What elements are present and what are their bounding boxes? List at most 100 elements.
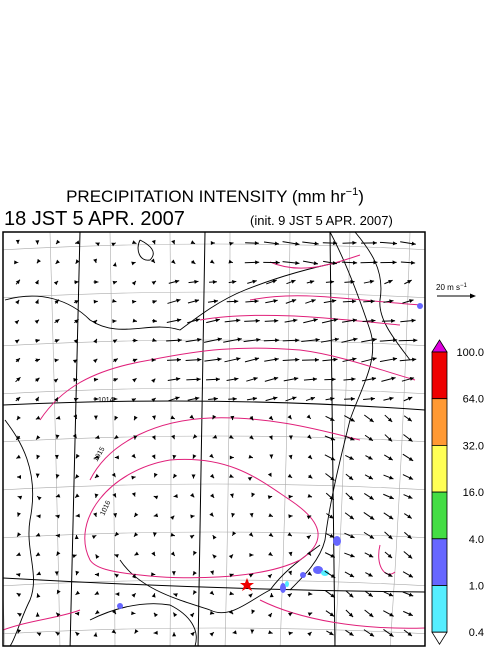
wind-arrow (306, 551, 312, 556)
wind-arrow (17, 628, 22, 634)
wind-arrow-head (249, 553, 254, 558)
wind-arrow (14, 260, 19, 265)
wind-arrow-head (151, 398, 156, 403)
wind-arrow (322, 241, 338, 246)
wind-arrow-head (330, 456, 336, 461)
wind-arrow-head (408, 612, 413, 616)
wind-arrow-head (15, 358, 20, 363)
wind-arrow-head (191, 259, 196, 264)
wind-arrow (402, 591, 414, 597)
wind-arrow (94, 572, 100, 577)
wind-legend-label: 20 m s−1 (436, 283, 468, 292)
isobar-label: 1014 (98, 397, 114, 404)
wind-arrow-head (55, 319, 60, 324)
wind-arrow (15, 239, 20, 244)
wind-arrow (305, 299, 316, 304)
wind-arrow (112, 358, 119, 363)
wind-arrow-head (35, 612, 40, 617)
isobar (39, 347, 416, 421)
wind-arrow (229, 591, 234, 596)
wind-arrow (209, 631, 215, 637)
wind-arrow (112, 339, 118, 344)
wind-arrow (324, 454, 336, 461)
wind-arrow-head (190, 514, 195, 519)
grid-line (279, 232, 291, 646)
wind-arrow (209, 512, 214, 517)
wind-arrow (287, 593, 293, 598)
wind-arrow-head (171, 434, 175, 440)
wind-arrow-head (171, 571, 176, 576)
wind-arrow (191, 474, 196, 479)
wind-arrow-head (151, 239, 156, 245)
wind-arrow (226, 377, 239, 382)
wind-arrow-head (333, 357, 338, 362)
wind-arrow (132, 358, 138, 363)
wind-arrow (55, 434, 60, 439)
grid-line (49, 232, 61, 646)
wind-arrow-head (75, 570, 80, 576)
wind-arrow (263, 338, 280, 343)
wind-arrow-head (369, 632, 375, 637)
wind-arrow (232, 630, 237, 635)
isobar (259, 599, 425, 629)
wind-arrow-head (55, 493, 61, 498)
wind-arrow-head (54, 339, 60, 343)
wind-arrow (111, 629, 117, 634)
wind-arrow (93, 396, 99, 401)
wind-arrow-head (268, 532, 274, 537)
wind-arrow-head (293, 376, 299, 381)
wind-arrow (288, 551, 293, 557)
wind-arrow (228, 396, 237, 401)
wind-arrow (170, 515, 175, 520)
wind-arrow-head (251, 492, 256, 497)
wind-arrow-head (133, 435, 138, 440)
wind-arrow (263, 241, 280, 246)
wind-arrow (15, 279, 21, 285)
wind-arrow (320, 337, 340, 343)
wind-arrow-head (34, 396, 39, 402)
wind-arrow (114, 573, 119, 578)
wind-arrow (325, 473, 335, 481)
wind-arrow (132, 338, 138, 343)
wind-arrow-head (313, 261, 318, 266)
wind-arrow (403, 396, 413, 402)
wind-arrow (131, 240, 137, 245)
wind-arrow (265, 396, 278, 402)
wind-arrow (34, 299, 39, 304)
wind-arrow-head (54, 299, 59, 304)
wind-arrow (361, 240, 377, 245)
coastline (89, 603, 197, 646)
wind-arrow-head (95, 242, 100, 247)
wind-arrow (251, 609, 256, 615)
wind-arrow (363, 531, 375, 540)
wind-arrow-head (151, 378, 156, 383)
wind-arrow (192, 434, 198, 439)
wind-arrow-head (408, 456, 414, 461)
wind-arrow (344, 571, 355, 578)
coastline (289, 232, 374, 591)
wind-arrow-head (17, 613, 22, 617)
wind-arrow (36, 495, 42, 501)
wind-arrow-head (131, 492, 136, 497)
isobar-label: 1015 (93, 446, 107, 463)
wind-arrow-head (287, 532, 292, 537)
wind-arrow (383, 454, 394, 461)
wind-arrow-head (268, 513, 273, 517)
wind-arrow (248, 593, 253, 598)
wind-arrow-head (410, 260, 416, 265)
wind-arrow-head (351, 377, 356, 382)
wind-arrow-head (53, 280, 59, 286)
wind-arrow-head (408, 475, 414, 480)
colorbar-segment (431, 491, 448, 540)
wind-arrow-head (407, 514, 412, 519)
wind-arrow (341, 260, 358, 265)
wind-arrow (282, 357, 300, 362)
wind-arrow-head (36, 454, 41, 460)
wind-arrow (229, 241, 234, 246)
wind-arrow-head (255, 260, 260, 265)
grid-line (3, 579, 425, 587)
wind-arrow-head (14, 339, 20, 344)
wind-arrow (403, 629, 413, 637)
wind-arrow (133, 512, 139, 518)
wind-arrow (73, 299, 80, 304)
